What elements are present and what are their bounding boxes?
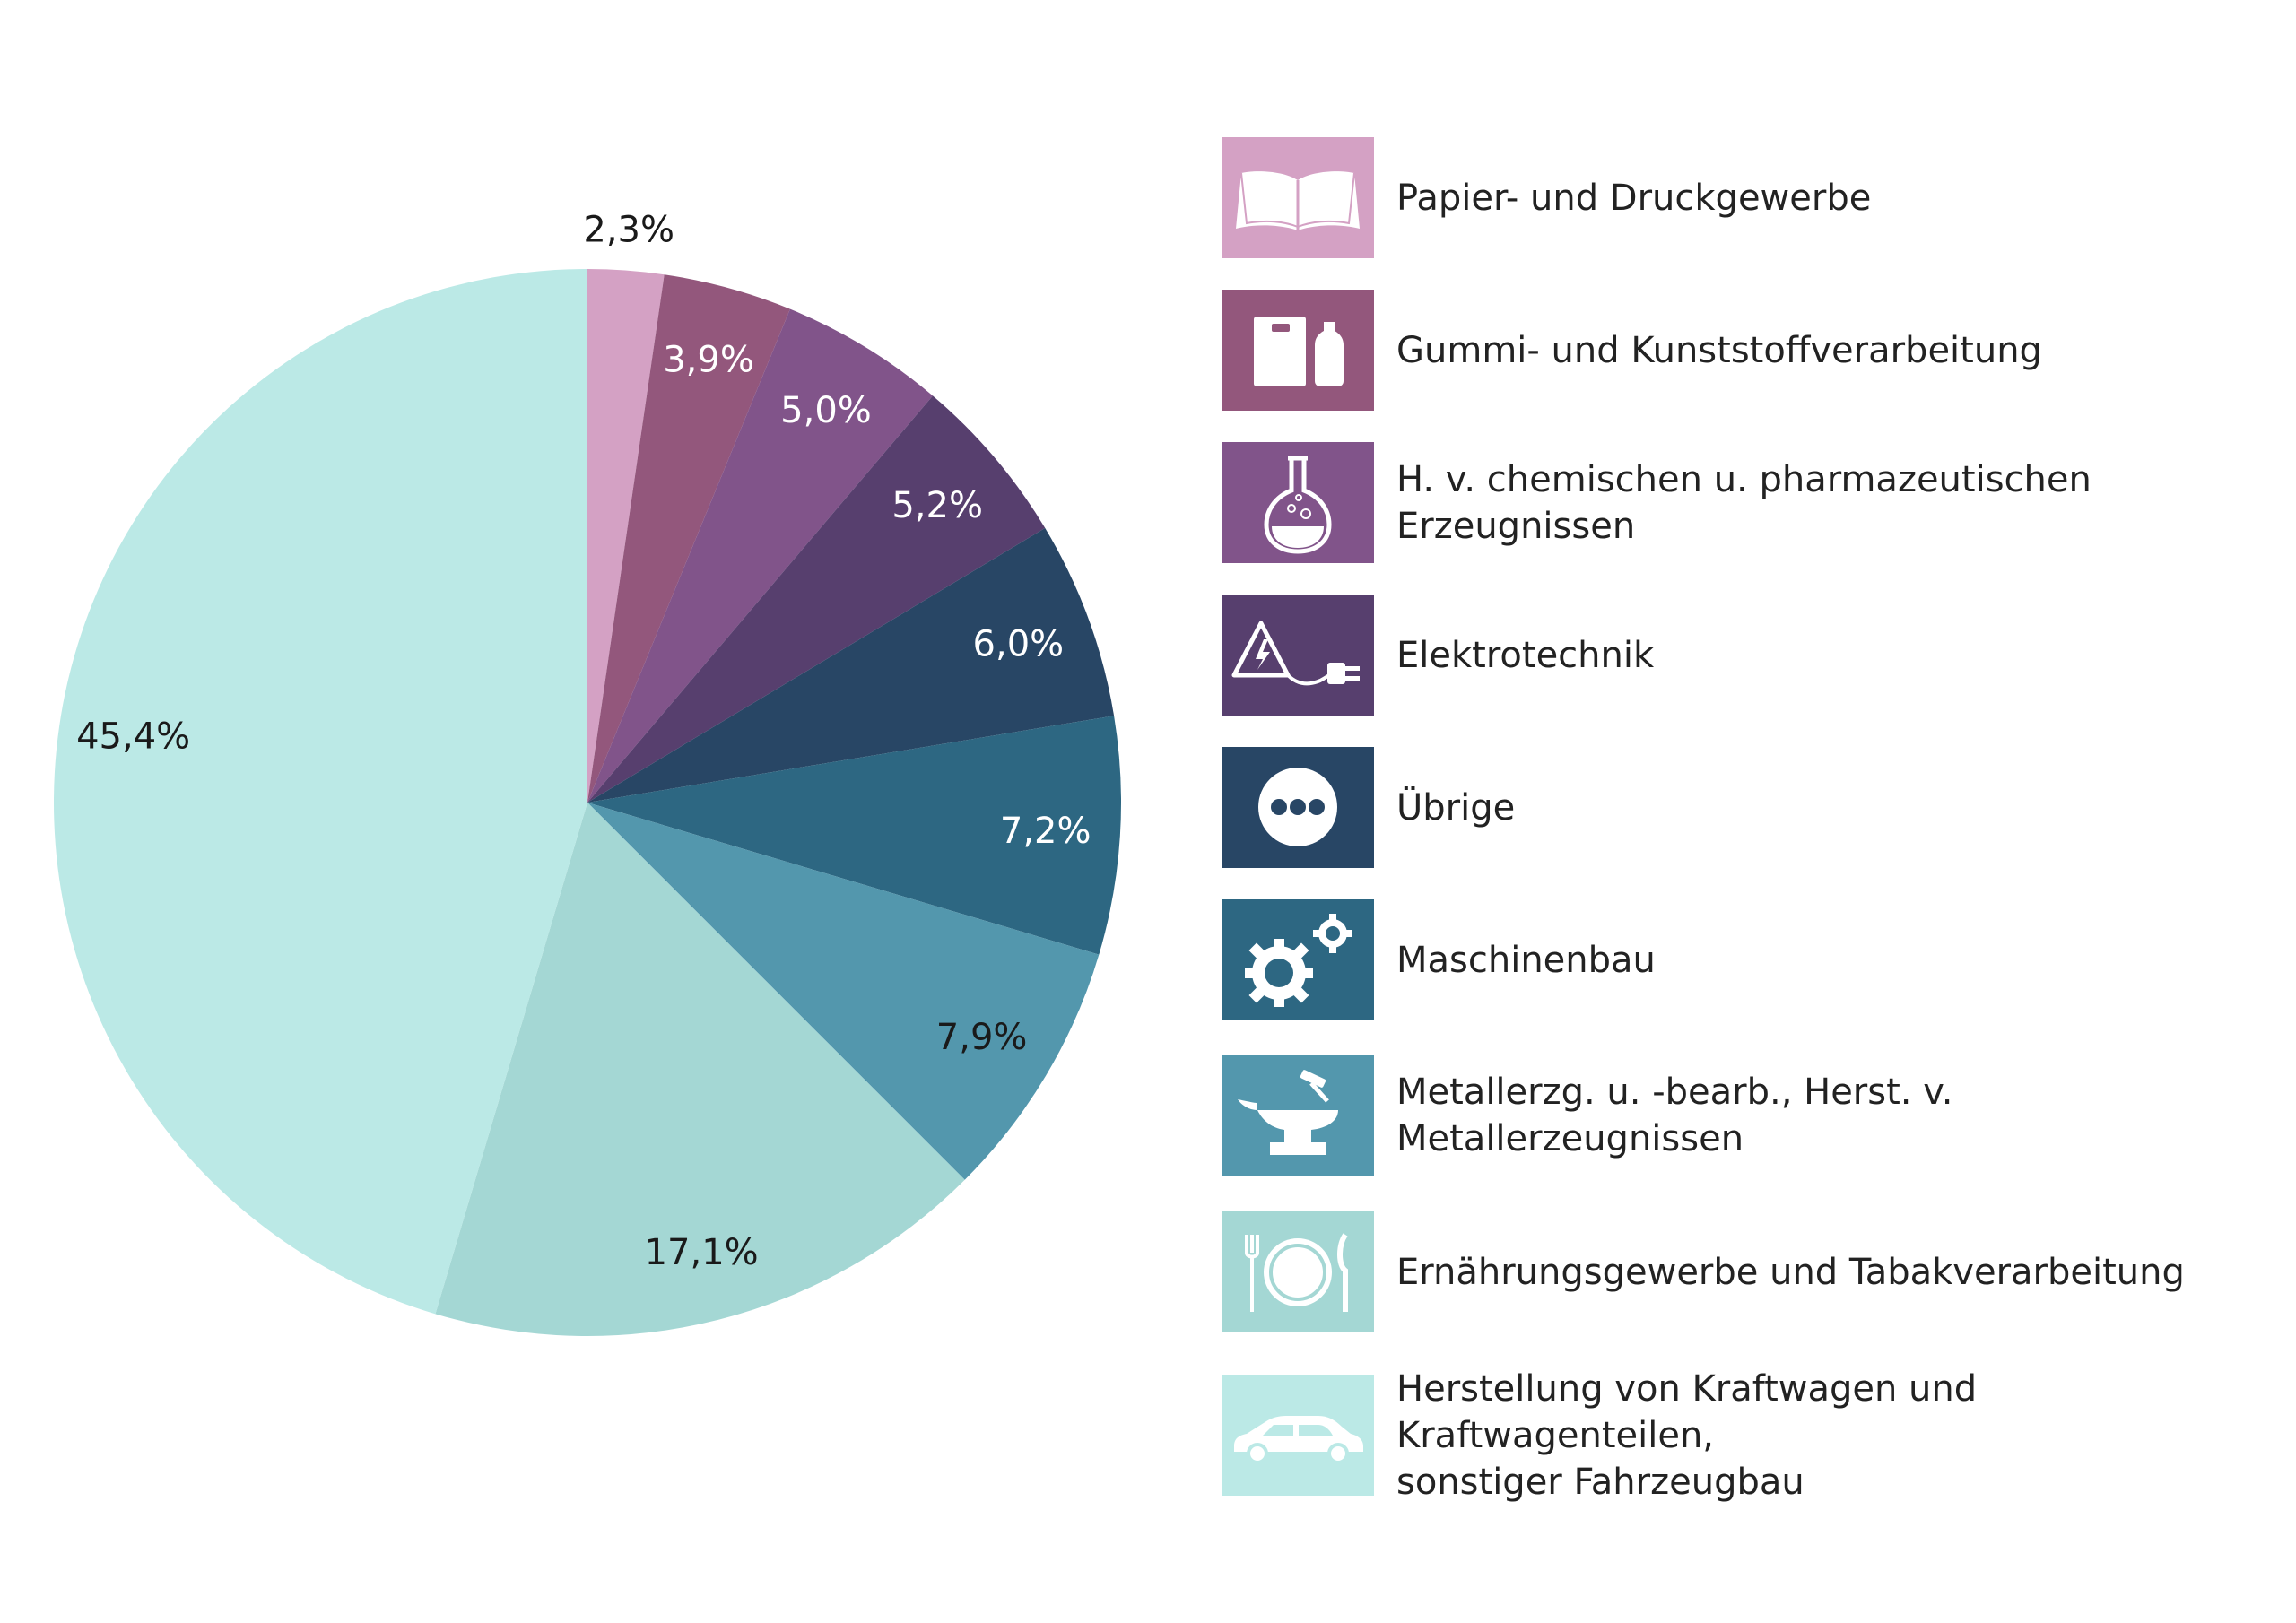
legend-label: Papier- und Druckgewerbe	[1396, 177, 1872, 219]
legend-item-uebrige: Übrige	[1222, 747, 2289, 868]
legend-item-papier: Papier- und Druckgewerbe	[1222, 137, 2289, 258]
legend-item-maschinenbau: Maschinenbau	[1222, 899, 2289, 1020]
slice-value-label: 5,2%	[891, 485, 983, 526]
legend-label: Maschinenbau	[1396, 939, 1656, 981]
pie-slice	[587, 274, 790, 803]
open-book-icon	[1222, 137, 1374, 258]
pie-slice	[587, 527, 1115, 803]
legend-label: Übrige	[1396, 786, 1516, 829]
legend-label: Herstellung von Kraftwagen und Kraftwage…	[1396, 1367, 1978, 1503]
legend-item-chemie: H. v. chemischen u. pharmazeutischen Erz…	[1222, 442, 2289, 563]
packaging-bottle-icon	[1222, 290, 1374, 411]
slice-value-label: 6,0%	[973, 624, 1065, 665]
plate-cutlery-icon	[1222, 1211, 1374, 1332]
legend-item-kraftwagen: Herstellung von Kraftwagen und Kraftwage…	[1222, 1368, 2289, 1503]
pie-slice	[587, 395, 1046, 803]
anvil-hammer-icon	[1222, 1055, 1374, 1176]
legend-item-elektro: Elektrotechnik	[1222, 595, 2289, 716]
pie-slice	[53, 268, 587, 1315]
more-dots-icon	[1222, 747, 1374, 868]
legend-item-gummi: Gummi- und Kunststoffverarbeitung	[1222, 290, 2289, 411]
legend-label: Elektrotechnik	[1396, 634, 1655, 676]
legend-label: Ernährungsgewerbe und Tabakverarbeitung	[1396, 1251, 2185, 1293]
legend-item-metall: Metallerzg. u. -bearb., Herst. v. Metall…	[1222, 1055, 2289, 1176]
pie-slice	[587, 716, 1121, 955]
legend-label: Gummi- und Kunststoffverarbeitung	[1396, 329, 2042, 371]
slice-value-label: 7,9%	[936, 1017, 1028, 1058]
slice-value-label: 7,2%	[1000, 811, 1091, 852]
slice-value-label: 45,4%	[76, 716, 190, 757]
slice-value-label: 3,9%	[663, 339, 754, 380]
pie-slice	[587, 308, 933, 803]
slice-value-label: 2,3%	[583, 210, 674, 251]
legend-label: H. v. chemischen u. pharmazeutischen Erz…	[1396, 458, 2092, 547]
pie-slice	[587, 803, 1100, 1180]
legend-label: Metallerzg. u. -bearb., Herst. v. Metall…	[1396, 1071, 1953, 1159]
pie-chart: 2,3% 3,9% 5,0% 5,2% 6,0% 7,2% 7,9% 17,1% 45,4%	[53, 210, 1121, 1336]
legend-item-ernaehrung: Ernährungsgewerbe und Tabakverarbeitung	[1222, 1211, 2289, 1332]
slice-value-label: 5,0%	[780, 390, 872, 431]
slice-value-label: 17,1%	[645, 1232, 759, 1273]
pie-slice	[435, 803, 965, 1336]
gears-icon	[1222, 899, 1374, 1020]
pie-slice	[587, 269, 665, 803]
car-icon	[1222, 1375, 1374, 1496]
flask-icon	[1222, 442, 1374, 563]
electric-plug-icon	[1222, 595, 1374, 716]
